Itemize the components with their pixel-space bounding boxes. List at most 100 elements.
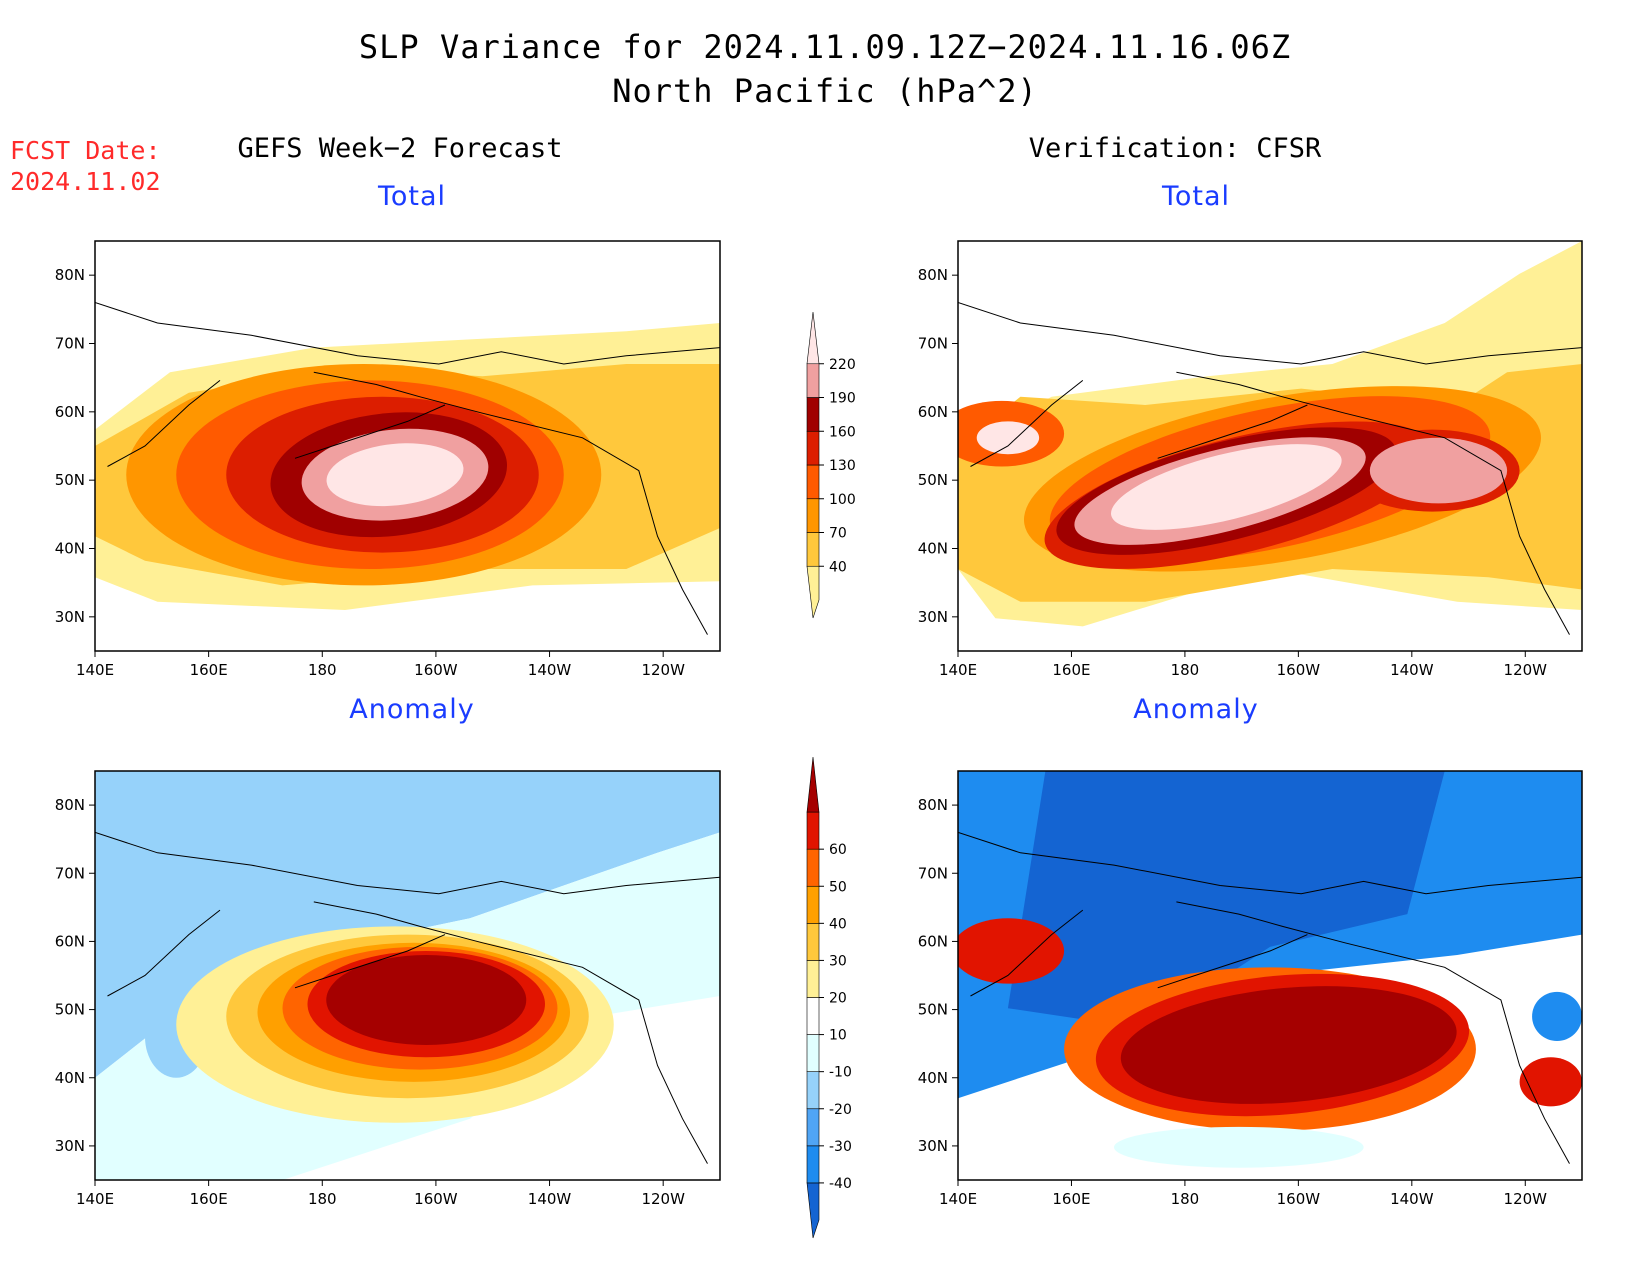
colorbar-label: -30 [829, 1139, 852, 1155]
lat-tick-label: 30N [55, 1137, 85, 1155]
colorbar-label: -40 [829, 1176, 852, 1192]
coastline-3 [1157, 404, 1308, 459]
colorbar-label: -10 [829, 1065, 852, 1081]
shading-level-50-west [958, 918, 1065, 984]
coastline-3 [294, 404, 446, 459]
lon-tick-label: 140W [1390, 1190, 1434, 1208]
lon-tick-label: 120W [641, 1190, 685, 1208]
forecast-anomaly-frame [94, 770, 721, 1181]
shading-level-220-east [1369, 437, 1508, 504]
lat-tick-label: 50N [918, 1001, 948, 1019]
lon-tick-label: 160E [190, 1190, 228, 1208]
panel-label-verification-anomaly: Anomaly [1133, 694, 1259, 725]
lat-tick-label: 30N [918, 1137, 948, 1155]
chart-subtitle: North Pacific (hPa^2) [612, 72, 1038, 110]
colorbar-bin [806, 498, 820, 533]
lon-tick-label: 120W [1504, 661, 1548, 679]
lon-tick-label: 160E [190, 661, 228, 679]
lon-tick-label: 140W [528, 1190, 572, 1208]
colorbar-label: 10 [829, 1028, 847, 1044]
forecast-anomaly-field [95, 771, 720, 1180]
panel-label-forecast-anomaly: Anomaly [349, 694, 475, 725]
shading-level-neg40 [1007, 771, 1445, 1029]
coastline-2 [1176, 901, 1570, 1164]
lat-tick-label: 40N [918, 1069, 948, 1087]
colorbar-label: 40 [829, 916, 847, 932]
shading-level-neg30-east [1532, 991, 1582, 1041]
colorbar-bin [806, 756, 820, 813]
colorbar-bin [806, 997, 820, 1035]
colorbar-bin [806, 464, 820, 500]
lat-tick-label: 60N [55, 932, 85, 950]
colorbar-bin [806, 532, 820, 567]
lon-tick-label: 140W [1390, 661, 1434, 679]
lat-tick-label: 70N [55, 864, 85, 882]
coastline-3 [1157, 934, 1308, 989]
colorbar-label: 130 [829, 458, 856, 474]
colorbar-label: 20 [829, 991, 847, 1007]
lat-tick-label: 40N [55, 540, 85, 558]
colorbar-label: 160 [829, 424, 856, 440]
colorbar-bin [806, 811, 820, 850]
lon-tick-label: 140E [939, 1190, 977, 1208]
shading-level-max-west [976, 421, 1040, 455]
shading-level-60 [326, 955, 527, 1046]
shading-level-max [1111, 444, 1342, 530]
coastline-1 [107, 380, 221, 467]
lat-tick-label: 60N [55, 403, 85, 421]
colorbar-bin [806, 363, 820, 398]
lat-tick-label: 80N [918, 796, 948, 814]
lon-tick-label: 160W [1277, 661, 1321, 679]
forecast-date-label: FCST Date: [10, 136, 161, 165]
lat-tick-label: 30N [55, 608, 85, 626]
coastline-2 [1176, 371, 1570, 635]
colorbar-bin [806, 848, 820, 887]
lon-tick-label: 180 [308, 661, 337, 679]
lat-tick-label: 80N [918, 266, 948, 284]
forecast-total-field [95, 241, 720, 651]
colorbar-label: 70 [829, 526, 847, 542]
coastline-2 [313, 371, 708, 635]
shading-level-50-east [1519, 1057, 1582, 1107]
forecast-date-value: 2024.11.02 [10, 167, 161, 196]
colorbar-bin [806, 1071, 820, 1110]
colorbar-label: 40 [829, 559, 847, 575]
colorbar-bin [806, 565, 820, 619]
colorbar-bin [806, 923, 820, 961]
colorbar-bin [806, 885, 820, 924]
lat-tick-label: 80N [55, 266, 85, 284]
colorbar-label: 60 [829, 842, 847, 858]
coastline-1 [107, 909, 221, 997]
column-heading-verification: Verification: CFSR [1028, 133, 1322, 164]
lon-tick-label: 160W [414, 661, 458, 679]
lon-tick-label: 140E [76, 1190, 114, 1208]
coastline-1 [970, 909, 1084, 997]
coastline-0 [95, 831, 720, 895]
coastline-0 [958, 831, 1582, 895]
lat-tick-label: 50N [55, 1001, 85, 1019]
lat-tick-label: 70N [55, 335, 85, 353]
colorbar-label: 220 [829, 357, 856, 373]
lat-tick-label: 70N [918, 335, 948, 353]
lon-tick-label: 140E [76, 661, 114, 679]
colorbar-bin [806, 311, 820, 365]
colorbar-bin [806, 397, 820, 432]
colorbar-label: 50 [829, 879, 847, 895]
colorbar-bin [806, 1034, 820, 1072]
lat-tick-label: 30N [918, 608, 948, 626]
colorbar-label: 100 [829, 492, 856, 508]
lat-tick-label: 40N [918, 540, 948, 558]
coastline-0 [958, 302, 1582, 365]
forecast-date-block: FCST Date: 2024.11.02 [10, 135, 161, 197]
colorbar-label: 30 [829, 953, 847, 969]
lon-tick-label: 140W [528, 661, 572, 679]
verification-anomaly-field [958, 771, 1582, 1180]
lat-tick-label: 50N [918, 471, 948, 489]
lon-tick-label: 180 [1171, 661, 1200, 679]
colorbar-bin [806, 430, 820, 466]
coastline-0 [95, 302, 720, 365]
colorbar-bin [806, 960, 820, 998]
lat-tick-label: 70N [918, 864, 948, 882]
shading-level-neg10-south [1114, 1126, 1364, 1168]
colorbar-label: 190 [829, 391, 856, 407]
